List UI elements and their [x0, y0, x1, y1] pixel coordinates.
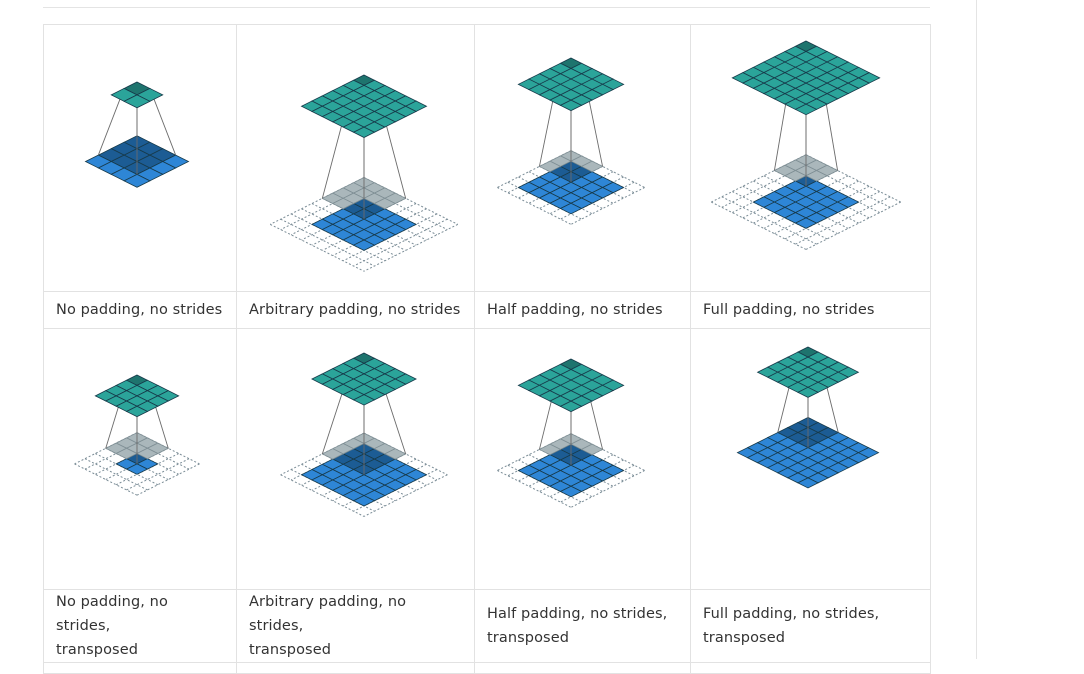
caption-text-line2: transposed: [249, 642, 332, 658]
convolution-figure: [497, 57, 645, 225]
figure-cell: [43, 328, 237, 590]
caption-text: Full padding, no strides,: [703, 606, 880, 622]
caption-text: Half padding, no strides: [487, 302, 663, 318]
figure-caption: No padding, no strides, transposed: [43, 589, 237, 663]
figure-row: [43, 328, 931, 590]
figure-caption: Arbitrary padding, no strides, transposed: [236, 589, 475, 663]
caption-row: No padding, no strides Arbitrary padding…: [43, 291, 931, 329]
figure-cell: [236, 24, 475, 292]
caption-text-line2: transposed: [56, 642, 139, 658]
figure-caption: Full padding, no strides, transposed: [690, 589, 931, 663]
figure-cell: [474, 328, 691, 590]
figure-cell: [690, 24, 931, 292]
next-row-stub: [43, 662, 931, 674]
convolution-figure: [711, 40, 901, 250]
convolution-figure-table: No padding, no strides Arbitrary padding…: [43, 24, 931, 674]
caption-text: Full padding, no strides: [703, 302, 875, 318]
caption-text: No padding, no strides: [56, 302, 223, 318]
right-divider: [976, 0, 977, 659]
figure-row: [43, 24, 931, 292]
figure-caption: Full padding, no strides: [690, 291, 931, 329]
convolution-figure: [270, 74, 458, 272]
caption-text: Arbitrary padding, no strides: [249, 302, 461, 318]
caption-text: No padding, no strides,: [56, 594, 168, 634]
caption-text-line2: transposed: [703, 630, 786, 646]
figure-cell: [690, 328, 931, 590]
top-divider: [43, 7, 930, 8]
transposed-convolution-figure: [280, 352, 448, 517]
caption-text: Half padding, no strides,: [487, 606, 668, 622]
caption-text: Arbitrary padding, no strides,: [249, 594, 407, 634]
transposed-convolution-figure: [736, 346, 880, 489]
transposed-convolution-figure: [74, 374, 200, 496]
figure-caption: Half padding, no strides, transposed: [474, 589, 691, 663]
figure-cell: [43, 24, 237, 292]
caption-row: No padding, no strides, transposed Arbitr…: [43, 589, 931, 663]
figure-cell: [474, 24, 691, 292]
figure-caption: Half padding, no strides: [474, 291, 691, 329]
convolution-figure: [84, 81, 190, 188]
figure-caption: Arbitrary padding, no strides: [236, 291, 475, 329]
transposed-convolution-figure: [497, 358, 645, 508]
figure-cell: [236, 328, 475, 590]
caption-text-line2: transposed: [487, 630, 570, 646]
figure-caption: No padding, no strides: [43, 291, 237, 329]
